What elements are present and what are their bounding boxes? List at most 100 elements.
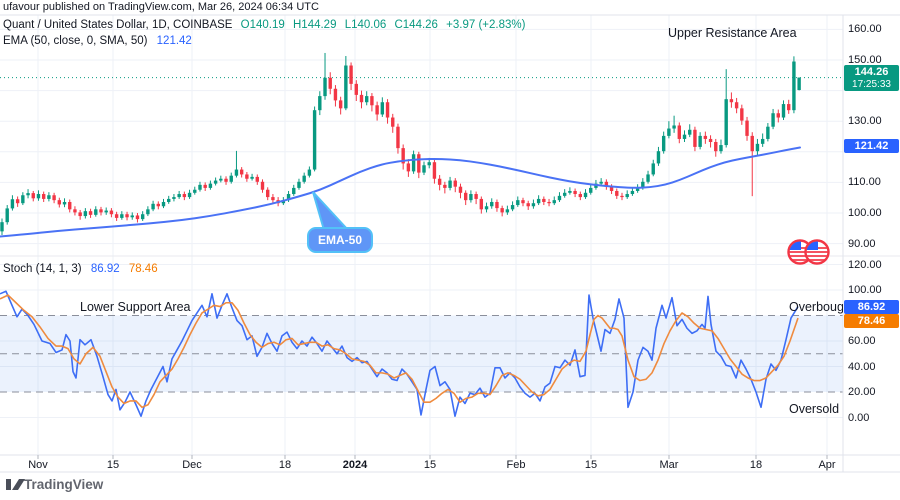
overbought-annotation[interactable]: Overbought [789,300,843,314]
candle-body [213,180,218,184]
candle-body [396,126,400,149]
stoch-d-line [0,294,799,409]
price-scale-tick[interactable]: 110.00 [848,176,881,189]
candle-body [31,193,35,199]
candle-body [734,102,739,109]
candle-body [125,214,129,218]
candle-body [568,190,572,193]
stoch-k-line [0,290,799,418]
candle-body [453,180,457,187]
time-axis-label[interactable]: 15 [106,459,120,471]
time-axis-label[interactable]: Dec [182,459,202,471]
stoch-scale-tick[interactable]: 20.00 [848,386,876,398]
ema-indicator-label: EMA (50, close, 0, SMA, 50) [3,35,148,47]
candle-body [672,125,676,129]
stoch-scale-tick[interactable]: 100.00 [848,284,882,296]
time-axis-label[interactable]: 2024 [342,459,368,471]
candle-body [750,135,754,152]
candle-body [266,189,270,198]
stoch-k-value: 86.92 [90,263,120,275]
symbol-title: Quant / United States Dollar, 1D, COINBA… [3,19,233,31]
ema-legend-row[interactable]: EMA (50, close, 0, SMA, 50) 121.42 [3,35,192,47]
tradingview-logo-icon-arrow[interactable] [12,479,25,490]
stoch-scale-tick[interactable]: 60.00 [848,335,876,347]
candle-body [370,96,374,106]
price-scale-tick[interactable]: 160.00 [848,23,882,36]
stoch-legend-row[interactable]: Stoch (14, 1, 3) 86.92 78.46 [3,263,158,275]
oversold-annotation[interactable]: Oversold Re [789,402,843,416]
flag-canton [789,241,801,250]
time-axis-label[interactable]: 18 [749,459,763,471]
candle-body [57,200,62,205]
candle-body [349,65,353,84]
ema-callout-tail[interactable] [312,191,351,231]
time-axis-label[interactable]: Apr [818,459,836,471]
stoch-scale-tick[interactable]: 120.00 [848,258,882,271]
candle-body [604,181,609,187]
time-axis-label[interactable]: Mar [659,459,679,471]
candle-body [771,113,775,127]
candle-body [167,198,171,202]
candle-body [120,214,124,218]
ema-line [0,146,801,238]
candle-body [787,104,791,111]
candle-body [646,174,650,182]
candle-body [740,108,744,121]
candle-body [729,99,734,103]
candle-body [641,181,645,188]
candle-body [318,96,322,111]
candle-body [99,209,103,213]
candle-body [307,169,312,176]
time-axis-label[interactable]: Nov [28,459,48,471]
candle-body [776,113,780,118]
candle-body [36,194,41,199]
candle-body [760,138,765,144]
price-scale-tick[interactable]: 90.00 [848,237,876,250]
symbol-legend-row[interactable]: Quant / United States Dollar, 1D, COINBA… [3,19,525,31]
candle-body [47,195,51,199]
time-axis-label[interactable]: 15 [584,459,598,471]
ema-callout-bubble[interactable] [307,227,373,253]
stoch-scale-tick[interactable]: 0.00 [848,411,870,424]
candle-body [463,192,468,201]
candle-body [328,77,332,89]
candle-body [255,176,259,182]
candle-body [615,190,619,196]
candle-body [547,201,551,204]
time-axis-label[interactable]: 15 [423,459,437,471]
stoch-scale-tick[interactable]: 40.00 [848,360,876,373]
ema-callout-label[interactable]: EMA-50 [317,233,362,247]
time-axis-label[interactable]: Feb [506,459,526,471]
tradingview-logo-icon[interactable] [6,479,11,490]
candle-body [198,184,202,190]
last-price-badge: 144.26 17:25:33 [844,64,899,91]
stoch-indicator-label: Stoch (14, 1, 3) [3,263,82,275]
ohlc-open: O140.19 [240,19,285,31]
lower-support-annotation[interactable]: Lower Support Area [80,300,191,314]
time-axis-label[interactable]: 18 [278,459,292,471]
candle-body [411,154,416,172]
candle-body [417,154,421,173]
candle-body [505,209,510,213]
candle-body [354,83,358,95]
candle-body [562,192,567,196]
upper-resistance-annotation[interactable]: Upper Resistance Area [668,26,797,40]
candle-body [88,211,93,215]
candle-body [714,142,718,152]
candle-body [719,145,723,152]
price-scale-tick[interactable]: 130.00 [848,115,882,128]
tradingview-brand-text[interactable]: TradingView [24,477,104,492]
candle-body [302,175,306,182]
candle-body [375,105,379,115]
candle-body [703,135,708,139]
candle-body [234,169,239,176]
ohlc-low: L140.06 [344,19,387,31]
candle-body [651,163,655,175]
candle-body [516,200,520,206]
candle-body [208,183,213,188]
price-scale-tick[interactable]: 150.00 [848,54,882,66]
candle-body [73,209,77,213]
price-scale-tick[interactable]: 100.00 [848,207,882,219]
